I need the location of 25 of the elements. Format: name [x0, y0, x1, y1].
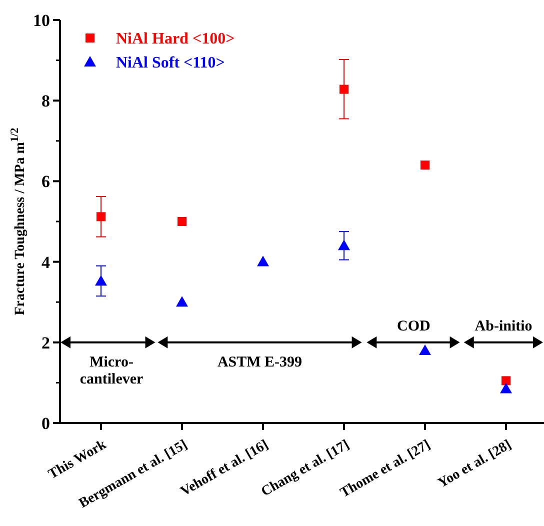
annotation: COD — [396, 318, 430, 334]
point — [338, 240, 350, 250]
legend-label: NiAl Hard <100> — [116, 30, 235, 48]
y-tick-label: 6 — [42, 172, 50, 192]
annotation: Ab-initio — [474, 318, 532, 334]
x-tick-label: This Work — [46, 437, 110, 482]
annotation: Micro- cantilever — [80, 354, 144, 388]
point — [257, 256, 269, 266]
y-tick-label: 2 — [42, 333, 50, 352]
point — [96, 212, 106, 222]
y-tick-label: 10 — [33, 10, 50, 30]
point — [420, 160, 430, 170]
y-tick-label: 8 — [42, 92, 50, 111]
point — [340, 84, 348, 94]
point — [176, 296, 188, 307]
legend-label: NiAl Soft <110> — [116, 54, 225, 72]
point — [502, 376, 510, 386]
y-tick-label: 4 — [42, 252, 50, 272]
point — [95, 275, 107, 286]
annotation: ASTM E-399 — [217, 354, 302, 370]
point — [419, 344, 431, 355]
x-tick-label: Yoo et al. [28] — [436, 437, 514, 492]
point — [178, 217, 186, 226]
point — [500, 382, 512, 394]
y-tick-label: 0 — [42, 414, 50, 433]
